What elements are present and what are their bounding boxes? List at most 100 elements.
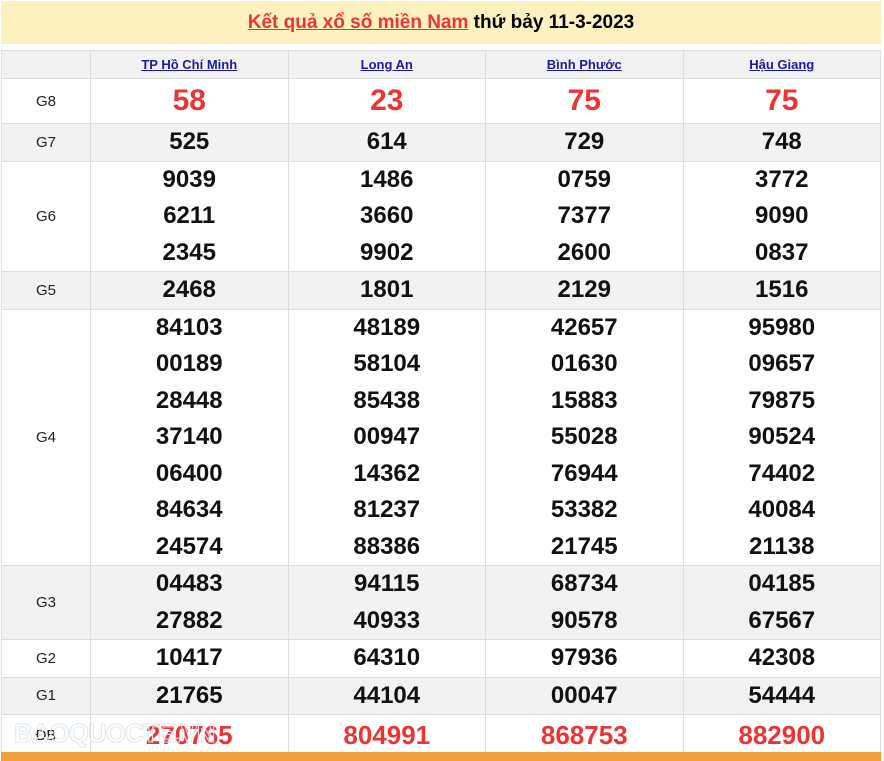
prize-cell: 84103 00189 28448 37140 06400 84634 24574 [90, 308, 289, 566]
prize-number: 42308 [748, 644, 816, 671]
prize-number: 270765 [145, 720, 233, 750]
prize-number: 15883 [550, 386, 618, 414]
prize-cell: 0759 7377 2600 [485, 160, 684, 272]
title-link[interactable]: Kết quả xổ số miền Nam [247, 12, 469, 33]
province-link[interactable]: Long An [360, 57, 413, 72]
prize-number: 58 [172, 84, 206, 117]
prize-cell: 42657 01630 15883 55028 76944 53382 21745 [485, 308, 684, 566]
prize-number: 9902 [360, 238, 414, 266]
prize-cell: 04185 67567 [682, 565, 881, 640]
prize-number: 14362 [353, 459, 421, 487]
prize-number: 75 [765, 84, 799, 117]
prize-number: 24574 [155, 532, 223, 560]
prize-row: G6 9039 6211 2345 1486 3660 9902 0759 7377 2600 37… [1, 160, 881, 272]
prize-cell: 614 [287, 123, 486, 162]
prize-number: 3772 [755, 165, 809, 193]
prize-number: 804991 [343, 720, 431, 750]
prize-number: 09657 [748, 350, 816, 377]
prize-cell: 54444 [682, 676, 881, 715]
prize-label: G7 [1, 123, 91, 162]
page-title: Kết quả xổ số miền Nam thứ bảy 11-3-2023 [1, 1, 881, 44]
prize-row: G1 21765 44104 00047 54444 [1, 676, 881, 715]
prize-cell: 04483 27882 [90, 565, 289, 640]
prize-number: 868753 [540, 720, 628, 750]
corner-cell [1, 50, 91, 79]
prize-number: 614 [366, 128, 407, 155]
prize-number: 9039 [162, 165, 216, 193]
prize-number: 84103 [155, 313, 223, 341]
prize-number: 2468 [162, 276, 216, 303]
prize-cell: 270765 [90, 714, 289, 757]
prize-number: 54444 [748, 681, 816, 709]
results-table: TP Hồ Chí Minh Long An Bình Phước Hậu Gi… [1, 50, 881, 757]
prize-number: 0759 [557, 165, 611, 193]
prize-number: 729 [564, 128, 605, 155]
prize-row: G4 84103 00189 28448 37140 06400 84634 24574 481… [1, 308, 881, 566]
prize-label: G2 [1, 639, 91, 678]
province-header: Bình Phước [485, 50, 684, 79]
prize-number: 21138 [749, 532, 815, 560]
prize-row: G7 525 614 729 748 [1, 123, 881, 162]
prize-cell: 748 [682, 123, 881, 162]
province-link[interactable]: TP Hồ Chí Minh [141, 57, 238, 72]
prize-number: 00047 [550, 681, 618, 709]
prize-cell: 64310 [287, 639, 486, 678]
prize-cell: 58 [90, 78, 289, 124]
prize-cell: 525 [90, 123, 289, 162]
prize-number: 84634 [155, 496, 223, 523]
prize-number: 0837 [755, 238, 809, 266]
prize-cell: 75 [682, 78, 881, 124]
prize-cell: 00047 [485, 676, 684, 715]
prize-number: 06400 [155, 459, 223, 487]
prize-number: 2600 [557, 238, 611, 266]
prize-cell: 868753 [485, 714, 684, 757]
prize-cell: 2129 [485, 271, 684, 310]
footer-bar [1, 752, 881, 761]
prize-number: 04185 [748, 570, 816, 597]
prize-number: 748 [761, 128, 802, 155]
prize-row: G3 04483 27882 94115 40933 68734 90578 04185 675… [1, 565, 881, 640]
prize-number: 9090 [755, 202, 809, 229]
prize-number: 88386 [353, 532, 421, 560]
province-header: Long An [287, 50, 486, 79]
prize-cell: 21765 [90, 676, 289, 715]
prize-cell: 95980 09657 79875 90524 74402 40084 21138 [682, 308, 881, 566]
prize-number: 85438 [353, 386, 421, 414]
prize-number: 79875 [748, 386, 816, 414]
prize-cell: 68734 90578 [485, 565, 684, 640]
prize-cell: 48189 58104 85438 00947 14362 81237 88386 [287, 308, 486, 566]
prize-number: 40084 [748, 496, 816, 523]
prize-cell: 1486 3660 9902 [287, 160, 486, 272]
prize-number: 48189 [353, 313, 421, 341]
prize-number: 90524 [748, 423, 816, 450]
prize-cell: 2468 [90, 271, 289, 310]
prize-number: 10417 [155, 644, 223, 671]
province-link[interactable]: Bình Phước [546, 57, 622, 72]
prize-number: 04483 [155, 570, 223, 597]
prize-number: 00947 [353, 423, 421, 450]
prize-number: 53382 [550, 496, 618, 523]
prize-cell: 10417 [90, 639, 289, 678]
prize-number: 27882 [155, 606, 223, 634]
prize-cell: 44104 [287, 676, 486, 715]
prize-cell: 97936 [485, 639, 684, 678]
prize-number: 74402 [748, 459, 816, 487]
prize-number: 882900 [738, 720, 826, 750]
prize-number: 64310 [353, 644, 421, 671]
prize-label: G8 [1, 78, 91, 124]
prize-label: G6 [1, 160, 91, 272]
prize-number: 525 [169, 128, 210, 155]
prize-number: 67567 [748, 606, 816, 634]
title-date: thứ bảy 11-3-2023 [468, 12, 635, 33]
prize-number: 7377 [557, 202, 611, 229]
prize-cell: 9039 6211 2345 [90, 160, 289, 272]
prize-number: 2129 [557, 276, 611, 303]
prize-number: 44104 [353, 681, 421, 709]
prize-number: 2345 [162, 238, 216, 266]
prize-number: 55028 [550, 423, 618, 450]
prize-label: G1 [1, 676, 91, 715]
province-link[interactable]: Hậu Giang [749, 57, 815, 72]
prize-cell: 1801 [287, 271, 486, 310]
prize-number: 95980 [748, 313, 816, 341]
prize-number: 23 [370, 84, 404, 117]
